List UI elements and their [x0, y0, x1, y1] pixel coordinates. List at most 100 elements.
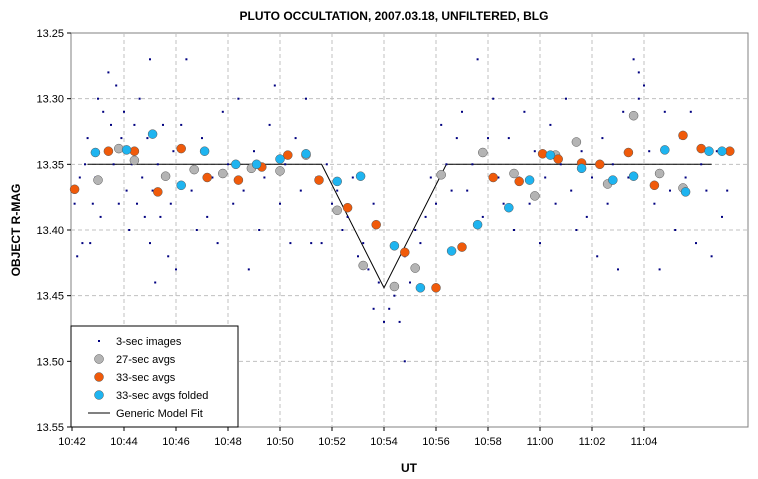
x-tick-label: 11:04	[631, 436, 658, 448]
point-3sec	[253, 150, 255, 153]
point-3sec	[710, 255, 713, 258]
point-3sec	[585, 215, 588, 218]
point-3sec	[622, 110, 625, 113]
point-33sec	[537, 149, 548, 159]
point-33sec-folded	[415, 283, 426, 293]
point-3sec	[367, 268, 370, 271]
legend-label: 27-sec avgs	[116, 354, 176, 366]
point-3sec	[429, 176, 432, 179]
point-3sec	[591, 176, 593, 179]
point-3sec	[450, 189, 453, 192]
point-27sec	[332, 205, 342, 216]
x-tick-label: 10:46	[162, 436, 190, 448]
point-27sec	[628, 110, 639, 121]
point-3sec	[705, 189, 708, 192]
point-3sec	[206, 215, 209, 218]
point-33sec-folded	[389, 241, 400, 251]
point-27sec	[654, 168, 665, 179]
point-3sec	[549, 123, 552, 126]
point-27sec	[530, 191, 540, 201]
point-33sec	[69, 184, 80, 195]
x-tick-label: 10:44	[110, 436, 138, 448]
legend-label: 33-sec avgs	[116, 372, 176, 384]
point-3sec	[120, 137, 123, 140]
x-axis-label: UT	[401, 461, 418, 475]
point-33sec	[342, 202, 353, 213]
x-tick-label: 10:50	[266, 436, 294, 448]
point-3sec	[507, 137, 510, 140]
point-3sec	[627, 176, 630, 179]
point-3sec	[502, 202, 505, 205]
point-33sec	[202, 172, 212, 183]
point-3sec	[154, 281, 157, 284]
point-3sec	[320, 242, 323, 245]
point-33sec-folded	[704, 146, 714, 156]
point-27sec	[129, 155, 140, 166]
point-27sec	[189, 164, 199, 175]
point-3sec	[435, 202, 437, 205]
point-3sec	[162, 123, 164, 126]
point-27sec	[218, 168, 228, 179]
point-3sec	[513, 229, 515, 231]
point-3sec	[601, 137, 604, 140]
legend-label: 33-sec avgs folded	[116, 390, 208, 402]
point-3sec	[632, 58, 635, 61]
point-33sec-folded	[275, 154, 285, 164]
point-3sec	[606, 202, 609, 205]
point-3sec	[565, 97, 567, 100]
point-27sec	[410, 263, 420, 273]
point-3sec	[91, 202, 94, 205]
point-3sec	[461, 110, 463, 113]
point-33sec	[431, 283, 441, 293]
point-3sec	[372, 307, 375, 310]
point-3sec	[146, 137, 149, 140]
x-tick-label: 10:56	[422, 436, 450, 448]
point-27sec	[93, 175, 103, 185]
y-axis-label: OBJECT R-MAG	[9, 184, 23, 277]
point-3sec	[357, 255, 359, 258]
point-33sec	[595, 159, 605, 170]
point-33sec-folded	[121, 145, 132, 155]
point-3sec	[471, 163, 474, 166]
point-3sec	[414, 229, 417, 231]
point-3sec	[149, 58, 151, 61]
point-3sec	[227, 163, 229, 166]
point-3sec	[637, 71, 640, 74]
point-3sec	[211, 176, 214, 179]
point-3sec	[575, 229, 578, 231]
point-27sec	[275, 166, 285, 176]
x-tick-labels: 10:42 10:44 10:46 10:48 10:50 10:52 10:54 10:56…	[58, 427, 657, 448]
point-3sec	[112, 163, 115, 166]
point-3sec	[289, 242, 292, 245]
point-3sec	[141, 176, 144, 179]
point-3sec	[258, 229, 261, 231]
point-33sec	[176, 143, 186, 154]
point-3sec	[559, 163, 562, 166]
legend-swatch-circle	[94, 354, 104, 364]
point-3sec	[554, 202, 557, 205]
point-3sec	[726, 189, 729, 192]
point-3sec	[372, 202, 375, 205]
y-tick-label: 13.50	[36, 356, 64, 368]
point-3sec	[440, 123, 443, 126]
point-3sec	[279, 202, 281, 205]
point-3sec	[143, 215, 146, 218]
point-3sec	[377, 281, 380, 284]
point-3sec	[284, 163, 287, 166]
point-3sec	[73, 202, 76, 205]
x-tick-label: 10:52	[318, 436, 346, 448]
point-33sec	[678, 130, 688, 141]
point-27sec	[358, 260, 368, 271]
point-3sec	[273, 84, 276, 87]
point-3sec	[325, 163, 328, 166]
point-27sec	[509, 168, 519, 179]
point-33sec-folded	[608, 175, 618, 185]
model-fit-line	[87, 163, 712, 289]
point-3sec	[110, 123, 112, 126]
point-33sec	[103, 146, 114, 156]
point-33sec	[553, 154, 563, 164]
x-tick-label: 10:58	[474, 436, 502, 448]
y-tick-label: 13.55	[36, 422, 64, 434]
point-27sec	[571, 137, 582, 147]
point-3sec	[237, 97, 240, 100]
